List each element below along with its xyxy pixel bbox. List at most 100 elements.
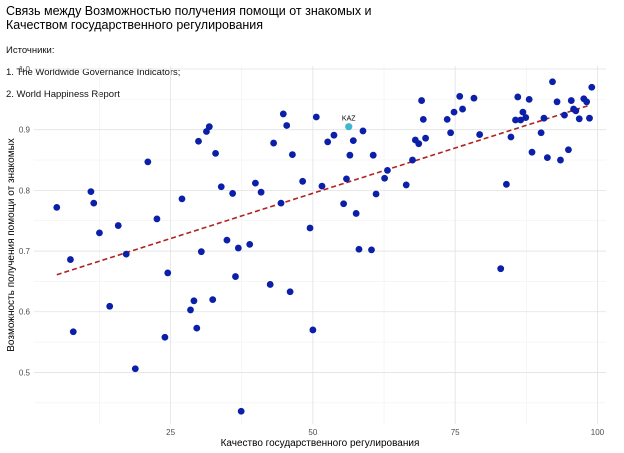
y-tick-label: 0.9	[19, 126, 31, 135]
data-point	[340, 200, 348, 208]
data-point	[443, 115, 451, 123]
data-point	[306, 224, 314, 232]
data-point	[456, 92, 464, 100]
data-point	[512, 116, 519, 124]
highlight-point	[345, 123, 353, 131]
data-point	[522, 114, 530, 121]
data-point	[217, 183, 225, 191]
data-point	[318, 182, 326, 190]
data-point	[69, 328, 77, 336]
data-point	[540, 114, 548, 122]
data-point	[90, 199, 98, 207]
data-point	[447, 129, 455, 137]
data-point	[234, 244, 242, 252]
data-point	[567, 97, 575, 104]
data-point	[197, 248, 205, 256]
data-points	[53, 78, 596, 415]
y-tick-label: 0.7	[19, 247, 31, 256]
data-point	[470, 94, 478, 102]
data-point	[67, 256, 74, 263]
data-point	[418, 97, 425, 104]
data-point	[517, 116, 525, 124]
subtitle-line-1: Источники:	[6, 45, 55, 56]
chart-title-line-1: Связь между Возможностью получения помощ…	[6, 4, 372, 18]
data-point	[343, 175, 350, 183]
data-point	[419, 115, 427, 123]
subtitle-line-3: 2. World Happiness Report	[6, 89, 120, 100]
data-point	[346, 151, 354, 159]
data-point	[352, 210, 360, 217]
data-point	[270, 139, 278, 147]
data-point	[212, 149, 219, 157]
y-tick-label: 0.5	[19, 368, 31, 377]
x-tick-label: 25	[166, 428, 175, 437]
trend-line	[56, 104, 590, 276]
data-point	[476, 131, 484, 138]
data-point	[359, 127, 367, 135]
highlight-label: KAZ	[342, 116, 356, 123]
data-point	[497, 265, 505, 273]
data-point	[355, 245, 363, 253]
data-point	[525, 95, 533, 103]
y-axis-title: Возможность получения помощи от знакомых	[6, 138, 17, 352]
data-point	[187, 306, 194, 314]
data-point	[537, 129, 545, 137]
y-axis-ticks: 0.5 0.6 0.7 0.8 0.9 1.0	[19, 65, 31, 377]
data-point	[122, 250, 130, 258]
trend-line-group	[56, 104, 590, 276]
data-point	[283, 122, 291, 129]
data-point	[229, 190, 237, 197]
data-point	[279, 110, 287, 118]
data-point	[246, 240, 254, 248]
data-point	[114, 222, 122, 229]
data-point	[553, 98, 561, 106]
data-point	[384, 166, 391, 174]
data-point	[153, 215, 161, 223]
y-tick-label: 0.8	[19, 186, 31, 195]
data-point	[507, 133, 515, 141]
data-point	[549, 78, 556, 86]
data-point	[459, 105, 466, 113]
data-point	[309, 326, 317, 334]
data-point	[369, 151, 377, 159]
data-point	[575, 115, 583, 123]
data-point	[450, 108, 458, 116]
data-point	[209, 296, 217, 304]
data-point	[409, 156, 416, 164]
data-point	[299, 177, 307, 185]
data-point	[195, 137, 202, 145]
data-point	[514, 93, 522, 101]
x-tick-label: 100	[591, 428, 605, 437]
data-point	[381, 174, 388, 182]
data-point	[144, 158, 152, 166]
data-point	[422, 134, 429, 142]
data-point	[286, 288, 294, 296]
data-point	[223, 236, 231, 244]
data-point	[543, 154, 551, 162]
data-point	[583, 98, 591, 106]
highlight-group: KAZ	[342, 116, 356, 131]
data-point	[232, 273, 239, 280]
data-point	[557, 156, 564, 164]
data-point	[87, 188, 95, 196]
data-point	[324, 138, 332, 146]
data-point	[565, 146, 572, 154]
data-point	[252, 179, 259, 187]
subtitle-line-2: 1. The Worldwide Governance Indicators;	[6, 67, 181, 78]
data-point	[372, 190, 380, 198]
x-axis-ticks: 25 50 75 100	[166, 428, 605, 437]
data-point	[178, 195, 186, 203]
data-point	[131, 365, 139, 373]
data-point	[277, 199, 285, 207]
data-point	[415, 140, 423, 148]
data-point	[237, 407, 245, 415]
chart-subtitle: Источники: 1. The Worldwide Governance I…	[6, 34, 180, 111]
data-point	[161, 333, 169, 341]
data-point	[312, 113, 320, 121]
data-point	[528, 148, 536, 156]
x-axis-title: Качество государственного регулирования	[221, 438, 420, 449]
y-tick-label: 0.6	[19, 308, 31, 317]
data-point	[96, 229, 103, 237]
data-point	[164, 269, 172, 277]
